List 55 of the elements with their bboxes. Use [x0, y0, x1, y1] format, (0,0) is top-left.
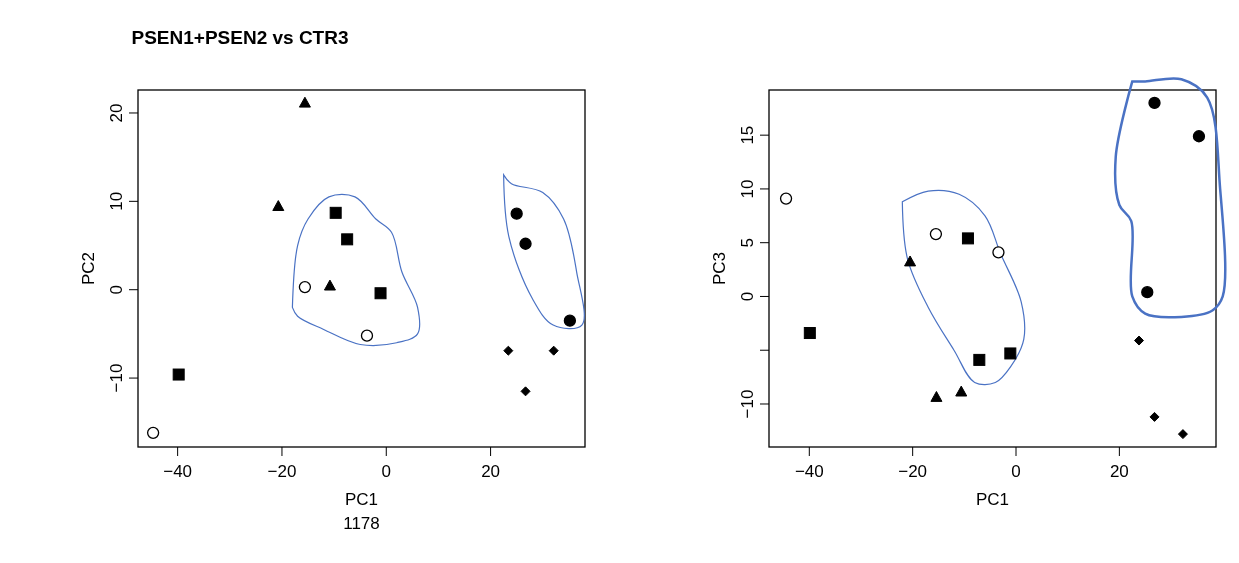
point: [803, 327, 816, 340]
point: [323, 279, 336, 291]
point: [1149, 411, 1160, 422]
point: [961, 232, 974, 245]
point: [272, 200, 285, 211]
y-tick-label: −10: [107, 363, 126, 393]
point: [341, 233, 354, 246]
point: [955, 385, 968, 397]
point: [973, 353, 986, 366]
x-tick-label: 0: [1011, 462, 1021, 481]
y-tick-label: 15: [738, 125, 757, 145]
y-tick-label: −10: [738, 389, 757, 419]
x-tick-label: −20: [267, 462, 297, 481]
point: [329, 206, 342, 219]
x-tick-label: 20: [1109, 462, 1129, 481]
x-tick-label: −20: [898, 462, 928, 481]
y-tick-label: 5: [738, 237, 757, 248]
point: [1134, 335, 1144, 346]
x-tick-label: 0: [381, 462, 392, 481]
chart-title: PSEN1+PSEN2 vs CTR3: [131, 27, 349, 48]
point: [779, 192, 793, 205]
y-tick-label: 10: [738, 179, 757, 199]
point: [563, 314, 577, 327]
x-tick-label: −40: [163, 462, 193, 481]
y-tick-label: 10: [107, 191, 126, 211]
point: [360, 329, 374, 342]
x-axis-title: PC1: [344, 490, 379, 509]
x-tick-label: 20: [481, 462, 501, 481]
point: [992, 246, 1005, 259]
y-axis-title: PC3: [710, 251, 729, 286]
text: 1178: [343, 514, 380, 533]
y-tick-label: 20: [107, 103, 126, 123]
point: [298, 96, 311, 108]
point: [172, 368, 185, 381]
point: [1141, 286, 1154, 299]
x-axis-title: PC1: [975, 490, 1010, 509]
point: [374, 287, 387, 300]
point: [298, 280, 312, 294]
point: [1177, 429, 1188, 440]
point: [929, 227, 943, 241]
point: [503, 345, 514, 356]
x-tick-label: −40: [794, 462, 824, 481]
point: [519, 237, 532, 250]
point: [146, 426, 160, 440]
point: [510, 207, 523, 220]
point: [1004, 347, 1017, 360]
point: [1148, 96, 1161, 110]
point: [1192, 130, 1206, 143]
point: [904, 255, 917, 267]
point: [930, 390, 943, 402]
y-axis-title: PC2: [79, 251, 98, 286]
point: [520, 386, 531, 397]
y-tick-label: 0: [738, 291, 757, 302]
y-tick-label: 0: [107, 284, 126, 295]
point: [548, 345, 559, 356]
